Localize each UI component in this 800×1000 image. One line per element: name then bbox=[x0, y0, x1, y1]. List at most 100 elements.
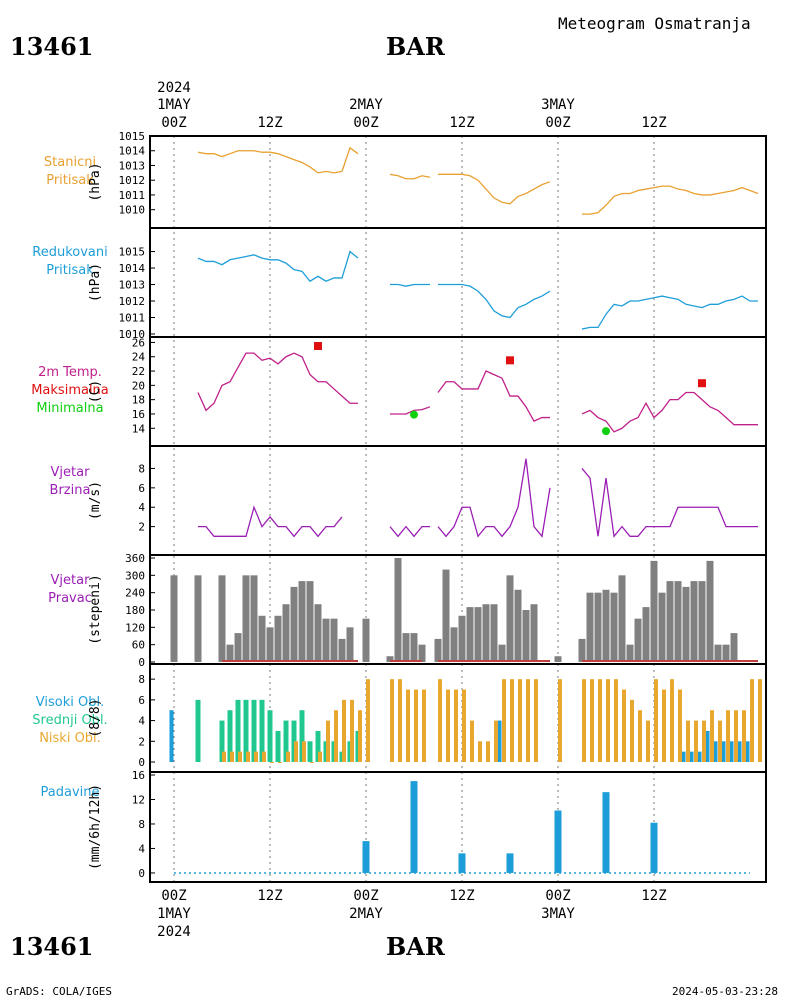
cloud-bar bbox=[230, 751, 234, 762]
panel-label-line: Minimalna bbox=[36, 401, 104, 416]
tick-label: 1013 bbox=[119, 279, 146, 292]
wind-direction-bar bbox=[226, 644, 234, 662]
wind-direction-bar bbox=[218, 575, 226, 662]
time-label-year: 2024 bbox=[157, 924, 191, 940]
wind-direction-bar bbox=[434, 638, 442, 662]
tick-label: 1010 bbox=[119, 204, 146, 217]
cloud-bar bbox=[681, 751, 686, 762]
max-temp-marker bbox=[698, 379, 706, 388]
panel-label-3: Vjetar Brzina bbox=[0, 464, 140, 500]
panel-label-line: Padavine bbox=[40, 785, 100, 800]
wind-direction-bar bbox=[282, 604, 290, 662]
wind-direction-bar bbox=[626, 644, 634, 662]
series-line bbox=[438, 173, 551, 205]
series-line bbox=[581, 468, 758, 538]
panel-label-line: Vjetar bbox=[50, 465, 90, 480]
panel-label-line: Brzina bbox=[49, 483, 91, 498]
wind-direction-bar bbox=[234, 633, 242, 662]
tick-label: 26 bbox=[132, 336, 145, 349]
cloud-bar bbox=[342, 699, 346, 762]
series-line bbox=[341, 146, 359, 172]
wind-direction-bar bbox=[698, 581, 706, 662]
wind-direction-bar bbox=[690, 581, 698, 662]
cloud-bar bbox=[502, 679, 506, 762]
series-line bbox=[581, 295, 758, 330]
wind-direction-bar bbox=[650, 560, 658, 662]
time-label-date: 3MAY bbox=[541, 97, 575, 113]
cloud-bar bbox=[737, 741, 742, 762]
precip-bar bbox=[458, 853, 466, 873]
series-line bbox=[197, 150, 343, 174]
tick-label: 240 bbox=[125, 587, 145, 600]
wind-direction-bar bbox=[618, 575, 626, 662]
tick-label: 1015 bbox=[119, 246, 146, 259]
wind-direction-bar bbox=[298, 581, 306, 662]
tick-label: 6 bbox=[138, 482, 145, 495]
wind-direction-bar bbox=[450, 627, 458, 662]
wind-direction-bar bbox=[674, 581, 682, 662]
tick-label: 1012 bbox=[119, 295, 146, 308]
panel-frame bbox=[149, 771, 767, 883]
cloud-bar bbox=[758, 679, 762, 762]
precip-bar bbox=[554, 810, 562, 873]
cloud-bar bbox=[270, 762, 274, 763]
series-line bbox=[197, 352, 358, 412]
series-line bbox=[197, 250, 359, 283]
cloud-bar bbox=[742, 710, 746, 762]
panel-frame bbox=[149, 554, 767, 665]
series-line bbox=[437, 370, 550, 422]
panel-label-line: Stanicni bbox=[43, 155, 97, 170]
cloud-bar bbox=[750, 679, 754, 762]
wind-direction-bar bbox=[266, 627, 274, 662]
max-temp-marker bbox=[506, 356, 514, 365]
cloud-bar bbox=[718, 720, 722, 762]
cloud-bar bbox=[558, 679, 562, 762]
time-label-hour: 00Z bbox=[161, 115, 186, 131]
time-label-hour: 12Z bbox=[449, 888, 474, 904]
time-label-date: 1MAY bbox=[157, 97, 191, 113]
cloud-bar bbox=[710, 710, 714, 762]
cloud-bar bbox=[694, 720, 698, 762]
tick-label: 8 bbox=[138, 818, 145, 831]
cloud-bar bbox=[254, 751, 258, 762]
axis-ylabel: (C) bbox=[88, 380, 103, 403]
time-label-hour: 00Z bbox=[353, 115, 378, 131]
wind-direction-bar bbox=[418, 644, 426, 662]
panel-label-line: Vjetar bbox=[50, 573, 90, 588]
cloud-bar bbox=[697, 751, 702, 762]
tick-label: 0 bbox=[138, 656, 145, 669]
cloud-bar bbox=[745, 741, 750, 762]
panel-label-0: Stanicni Pritisak bbox=[0, 154, 140, 190]
wind-direction-bar bbox=[250, 575, 258, 662]
cloud-bar bbox=[267, 710, 273, 762]
cloud-bar bbox=[494, 720, 498, 762]
tick-label: 1011 bbox=[119, 189, 146, 202]
cloud-bar bbox=[302, 741, 306, 762]
series-line bbox=[389, 173, 431, 180]
series-line bbox=[198, 505, 343, 538]
wind-direction-bar bbox=[410, 633, 418, 662]
wind-direction-bar bbox=[522, 610, 530, 662]
min-temp-marker bbox=[602, 427, 610, 436]
cloud-bar bbox=[390, 679, 394, 762]
tick-label: 1012 bbox=[119, 174, 146, 187]
panel-label-line: Redukovani bbox=[32, 245, 108, 260]
panel-frame bbox=[149, 336, 767, 447]
cloud-bar bbox=[497, 720, 502, 762]
tick-label: 1014 bbox=[119, 145, 146, 158]
wind-direction-bar bbox=[682, 586, 690, 662]
series-line bbox=[390, 406, 431, 415]
wind-direction-bar bbox=[194, 575, 202, 662]
tick-label: 120 bbox=[125, 621, 145, 634]
cloud-bar bbox=[598, 679, 602, 762]
wind-direction-bar bbox=[658, 592, 666, 662]
cloud-bar bbox=[318, 751, 322, 762]
cloud-bar bbox=[614, 679, 618, 762]
tick-label: 24 bbox=[132, 351, 146, 364]
cloud-bar bbox=[590, 679, 594, 762]
wind-direction-bar bbox=[554, 656, 562, 662]
station-name-top: BAR bbox=[386, 32, 445, 61]
cloud-bar bbox=[259, 699, 265, 762]
cloud-bar bbox=[398, 679, 402, 762]
